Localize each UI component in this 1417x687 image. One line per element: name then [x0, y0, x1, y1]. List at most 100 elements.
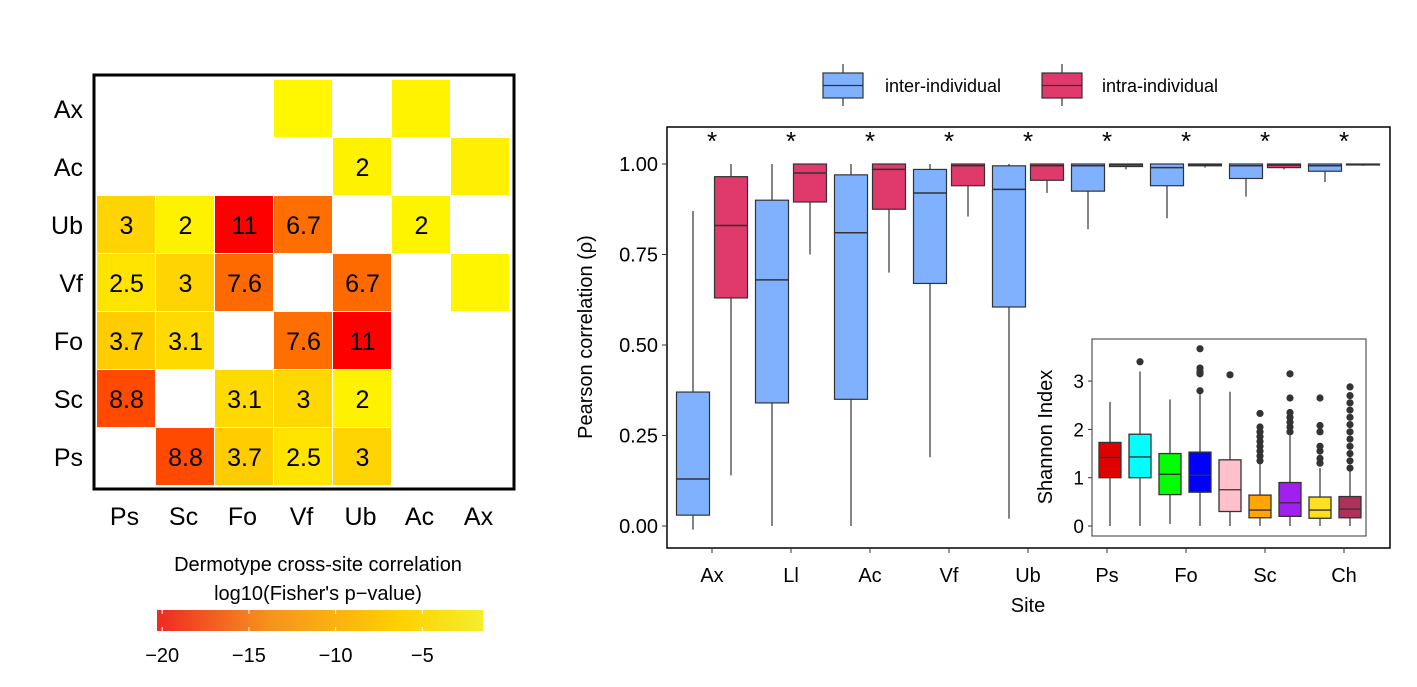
inset-y-axis-title: Shannon Index: [1035, 370, 1057, 505]
x-tick-label: Ax: [700, 565, 723, 587]
heatmap-cell: [215, 196, 273, 253]
box-intra: [792, 163, 828, 203]
significance-star: *: [865, 126, 875, 156]
x-tick-label: Ac: [405, 503, 434, 531]
inset-box: [1338, 495, 1362, 519]
inset-y-tick-label: 2: [1073, 420, 1084, 441]
heatmap-cell: [274, 428, 332, 485]
inset-outlier-point: [1316, 428, 1324, 436]
y-tick-label: Ax: [54, 96, 84, 124]
x-tick-label: Ps: [1095, 565, 1118, 587]
inset-outlier-point: [1316, 442, 1324, 450]
y-tick-label: Ac: [54, 154, 83, 182]
y-axis-title: Pearson correlation (ρ): [575, 235, 597, 439]
heatmap-cell: [274, 80, 332, 137]
heatmap-cell-label: 3.7: [109, 328, 144, 356]
box-intra: [950, 163, 986, 187]
inset-outlier-point: [1316, 421, 1324, 430]
y-tick-label: 0.50: [619, 335, 658, 357]
x-tick-label: Fo: [228, 503, 257, 531]
inset-y-tick-label: 3: [1073, 372, 1084, 393]
x-tick-label: Vf: [290, 503, 314, 531]
y-tick-label: Ub: [51, 212, 83, 240]
x-tick-label: Sc: [1253, 565, 1276, 587]
x-tick-label: Ub: [345, 503, 377, 531]
x-axis-title: Site: [1011, 595, 1045, 617]
box-inter: [991, 165, 1027, 308]
colorbar: [157, 610, 483, 631]
x-tick-label: Sc: [169, 503, 198, 531]
inset-outlier-point: [1136, 358, 1144, 366]
y-tick-label: Fo: [54, 328, 83, 356]
heatmap-cell: [451, 138, 509, 195]
x-tick-label: Vf: [940, 565, 959, 587]
inset-outlier-point: [1316, 454, 1324, 462]
box-inter: [1070, 163, 1106, 192]
significance-star: *: [1023, 126, 1033, 156]
heatmap-cell-label: 2.5: [109, 270, 144, 298]
heatmap-cell-label: 3: [179, 270, 193, 298]
heatmap-cell-label: 11: [350, 328, 376, 356]
heatmap-cell: [156, 196, 214, 253]
inset-outlier-point: [1346, 420, 1354, 429]
y-tick-label: Sc: [54, 386, 83, 414]
heatmap-cell-label: 2: [356, 154, 370, 182]
inset-outlier-point: [1196, 387, 1204, 395]
heatmap-cell-label: 3: [120, 212, 134, 240]
x-tick-label: Fo: [1174, 565, 1197, 587]
box-inter: [1307, 163, 1343, 172]
inset-outlier-point: [1286, 394, 1294, 402]
box-intra: [871, 163, 907, 210]
inset-y-tick-label: 0: [1073, 517, 1084, 538]
significance-star: *: [944, 126, 954, 156]
heatmap-panel: 2 3 2 11 6.7 2 2.5 3 7.6 6.7 3.7 3.1 7.6 11 8.8 3.1 3 2 8.…: [51, 73, 516, 667]
heatmap-cell: [333, 428, 391, 485]
heatmap-cell-label: 2.5: [286, 444, 321, 472]
heatmap-cell: [156, 254, 214, 311]
heatmap-cell: [156, 312, 214, 369]
x-tick-label: Ub: [1015, 565, 1041, 587]
shannon-inset-panel: 0 1 2 3 Shannon Index: [1035, 338, 1367, 538]
heatmap-cell-label: 8.8: [168, 444, 203, 472]
heatmap-cell: [333, 370, 391, 427]
heatmap-cell-label: 7.6: [227, 270, 262, 298]
legend-label: intra-individual: [1102, 76, 1218, 96]
significance-star: *: [1260, 126, 1270, 156]
box-inter: [1228, 163, 1264, 180]
heatmap-cell-label: 2: [415, 212, 429, 240]
inset-outlier-point: [1286, 408, 1294, 417]
heatmap-cell: [274, 312, 332, 369]
inset-outlier-point: [1346, 442, 1354, 450]
inset-y-tick-label: 1: [1073, 469, 1084, 490]
significance-star: *: [1181, 126, 1191, 156]
significance-star: *: [1102, 126, 1112, 156]
heatmap-cell-label: 2: [179, 212, 193, 240]
y-tick-label: Vf: [59, 270, 83, 298]
significance-star: *: [1339, 126, 1349, 156]
inset-outlier-point: [1196, 364, 1204, 372]
heatmap-cell: [215, 370, 273, 427]
heatmap-cell-label: 6.7: [345, 270, 380, 298]
significance-star: *: [707, 126, 717, 156]
inset-outlier-point: [1256, 423, 1264, 431]
inset-outlier-point: [1316, 394, 1324, 402]
y-tick-label: Ps: [54, 444, 83, 472]
inset-outlier-point: [1346, 406, 1354, 414]
colorbar-tick-label: −20: [145, 645, 179, 667]
heatmap-cell: [274, 370, 332, 427]
inset-box: [1248, 494, 1272, 519]
x-tick-label: Ac: [858, 565, 881, 587]
x-tick-label: Ps: [110, 503, 139, 531]
box-inter: [754, 199, 790, 404]
significance-star: *: [786, 126, 796, 156]
colorbar-title: Dermotype cross-site correlation: [174, 554, 462, 576]
inset-outlier-point: [1286, 370, 1294, 378]
heatmap-cell-label: 3.7: [227, 444, 262, 472]
inset-box: [1128, 433, 1152, 479]
inset-outlier-point: [1346, 449, 1354, 458]
heatmap-cell: [215, 428, 273, 485]
x-tick-label: Ax: [464, 503, 494, 531]
colorbar-tick-label: −15: [232, 645, 266, 667]
y-tick-label: 0.25: [619, 426, 658, 448]
